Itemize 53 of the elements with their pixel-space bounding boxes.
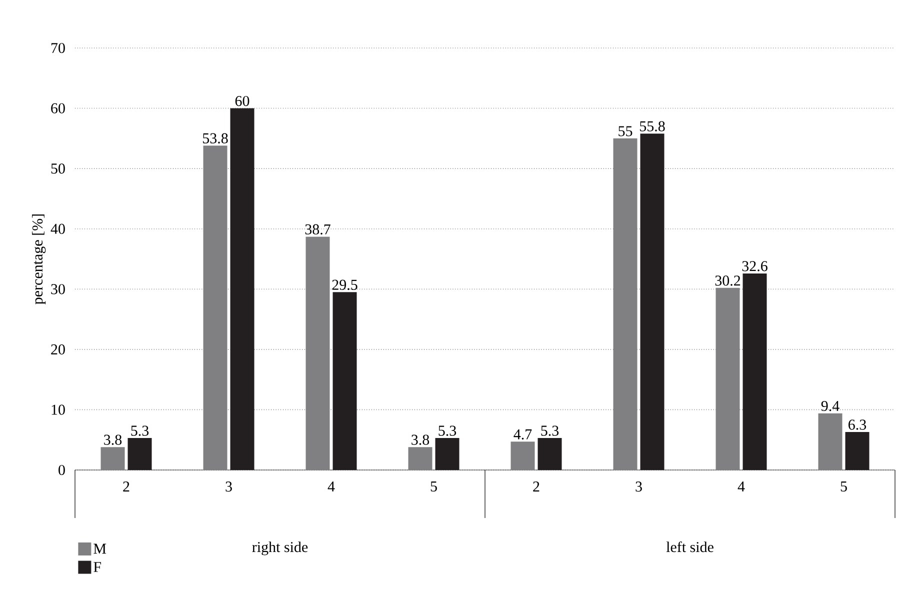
y-tick-label: 30: [51, 284, 65, 294]
y-tick-label: 70: [51, 42, 65, 54]
x-tick-label: 4: [328, 482, 335, 492]
bar: [640, 134, 664, 470]
legend-label: M: [94, 544, 106, 554]
bar: [203, 146, 228, 470]
x-tick-label: 5: [430, 482, 437, 492]
data-label: 55.8: [640, 121, 665, 132]
data-label: 5.3: [438, 426, 456, 436]
data-label: 32.6: [742, 261, 768, 272]
bar: [230, 108, 254, 470]
data-label: 53.8: [203, 133, 228, 144]
data-label: 55: [618, 126, 632, 136]
x-tick-label: 4: [738, 482, 745, 492]
data-label: 6.3: [848, 420, 866, 430]
data-label: 3.8: [412, 434, 430, 445]
bar: [128, 438, 152, 470]
bar: [845, 432, 870, 470]
data-label: 38.7: [305, 224, 330, 234]
bar: [613, 138, 638, 470]
x-tick-label: 2: [533, 482, 540, 492]
y-tick-label: 60: [51, 103, 65, 114]
data-label: 3.8: [104, 434, 122, 445]
text: left side: [666, 541, 714, 552]
y-axis-title: percentage [%]: [32, 214, 46, 304]
data-label: 9.4: [821, 400, 840, 412]
bar: [100, 447, 125, 470]
x-tick-label: 2: [123, 482, 130, 492]
y-tick-label: 0: [58, 464, 65, 476]
x-tick-label: 5: [840, 482, 847, 492]
bar: [538, 438, 562, 470]
bar: [332, 292, 357, 470]
bar: [408, 447, 432, 470]
y-tick-label: 20: [51, 344, 65, 354]
data-label: 29.5: [332, 280, 358, 290]
data-label: 30.2: [715, 276, 740, 286]
bar: [306, 236, 330, 470]
y-tick-label: 10: [52, 404, 65, 415]
legend-label: F: [94, 562, 101, 572]
y-tick-label: 40: [50, 224, 65, 234]
x-tick-label: 3: [226, 482, 232, 492]
data-label: 4.7: [514, 429, 532, 440]
data-label: 5.3: [131, 426, 149, 436]
x-tick-label: 3: [636, 482, 642, 492]
bar: [510, 442, 535, 470]
text: right side: [252, 542, 308, 556]
bar: [435, 438, 460, 470]
data-label: 60: [235, 96, 250, 106]
data-label: 5.3: [541, 426, 559, 436]
bar: [742, 273, 767, 470]
y-tick-label: 50: [51, 164, 65, 174]
bar: [716, 288, 740, 470]
bar: [818, 413, 842, 470]
